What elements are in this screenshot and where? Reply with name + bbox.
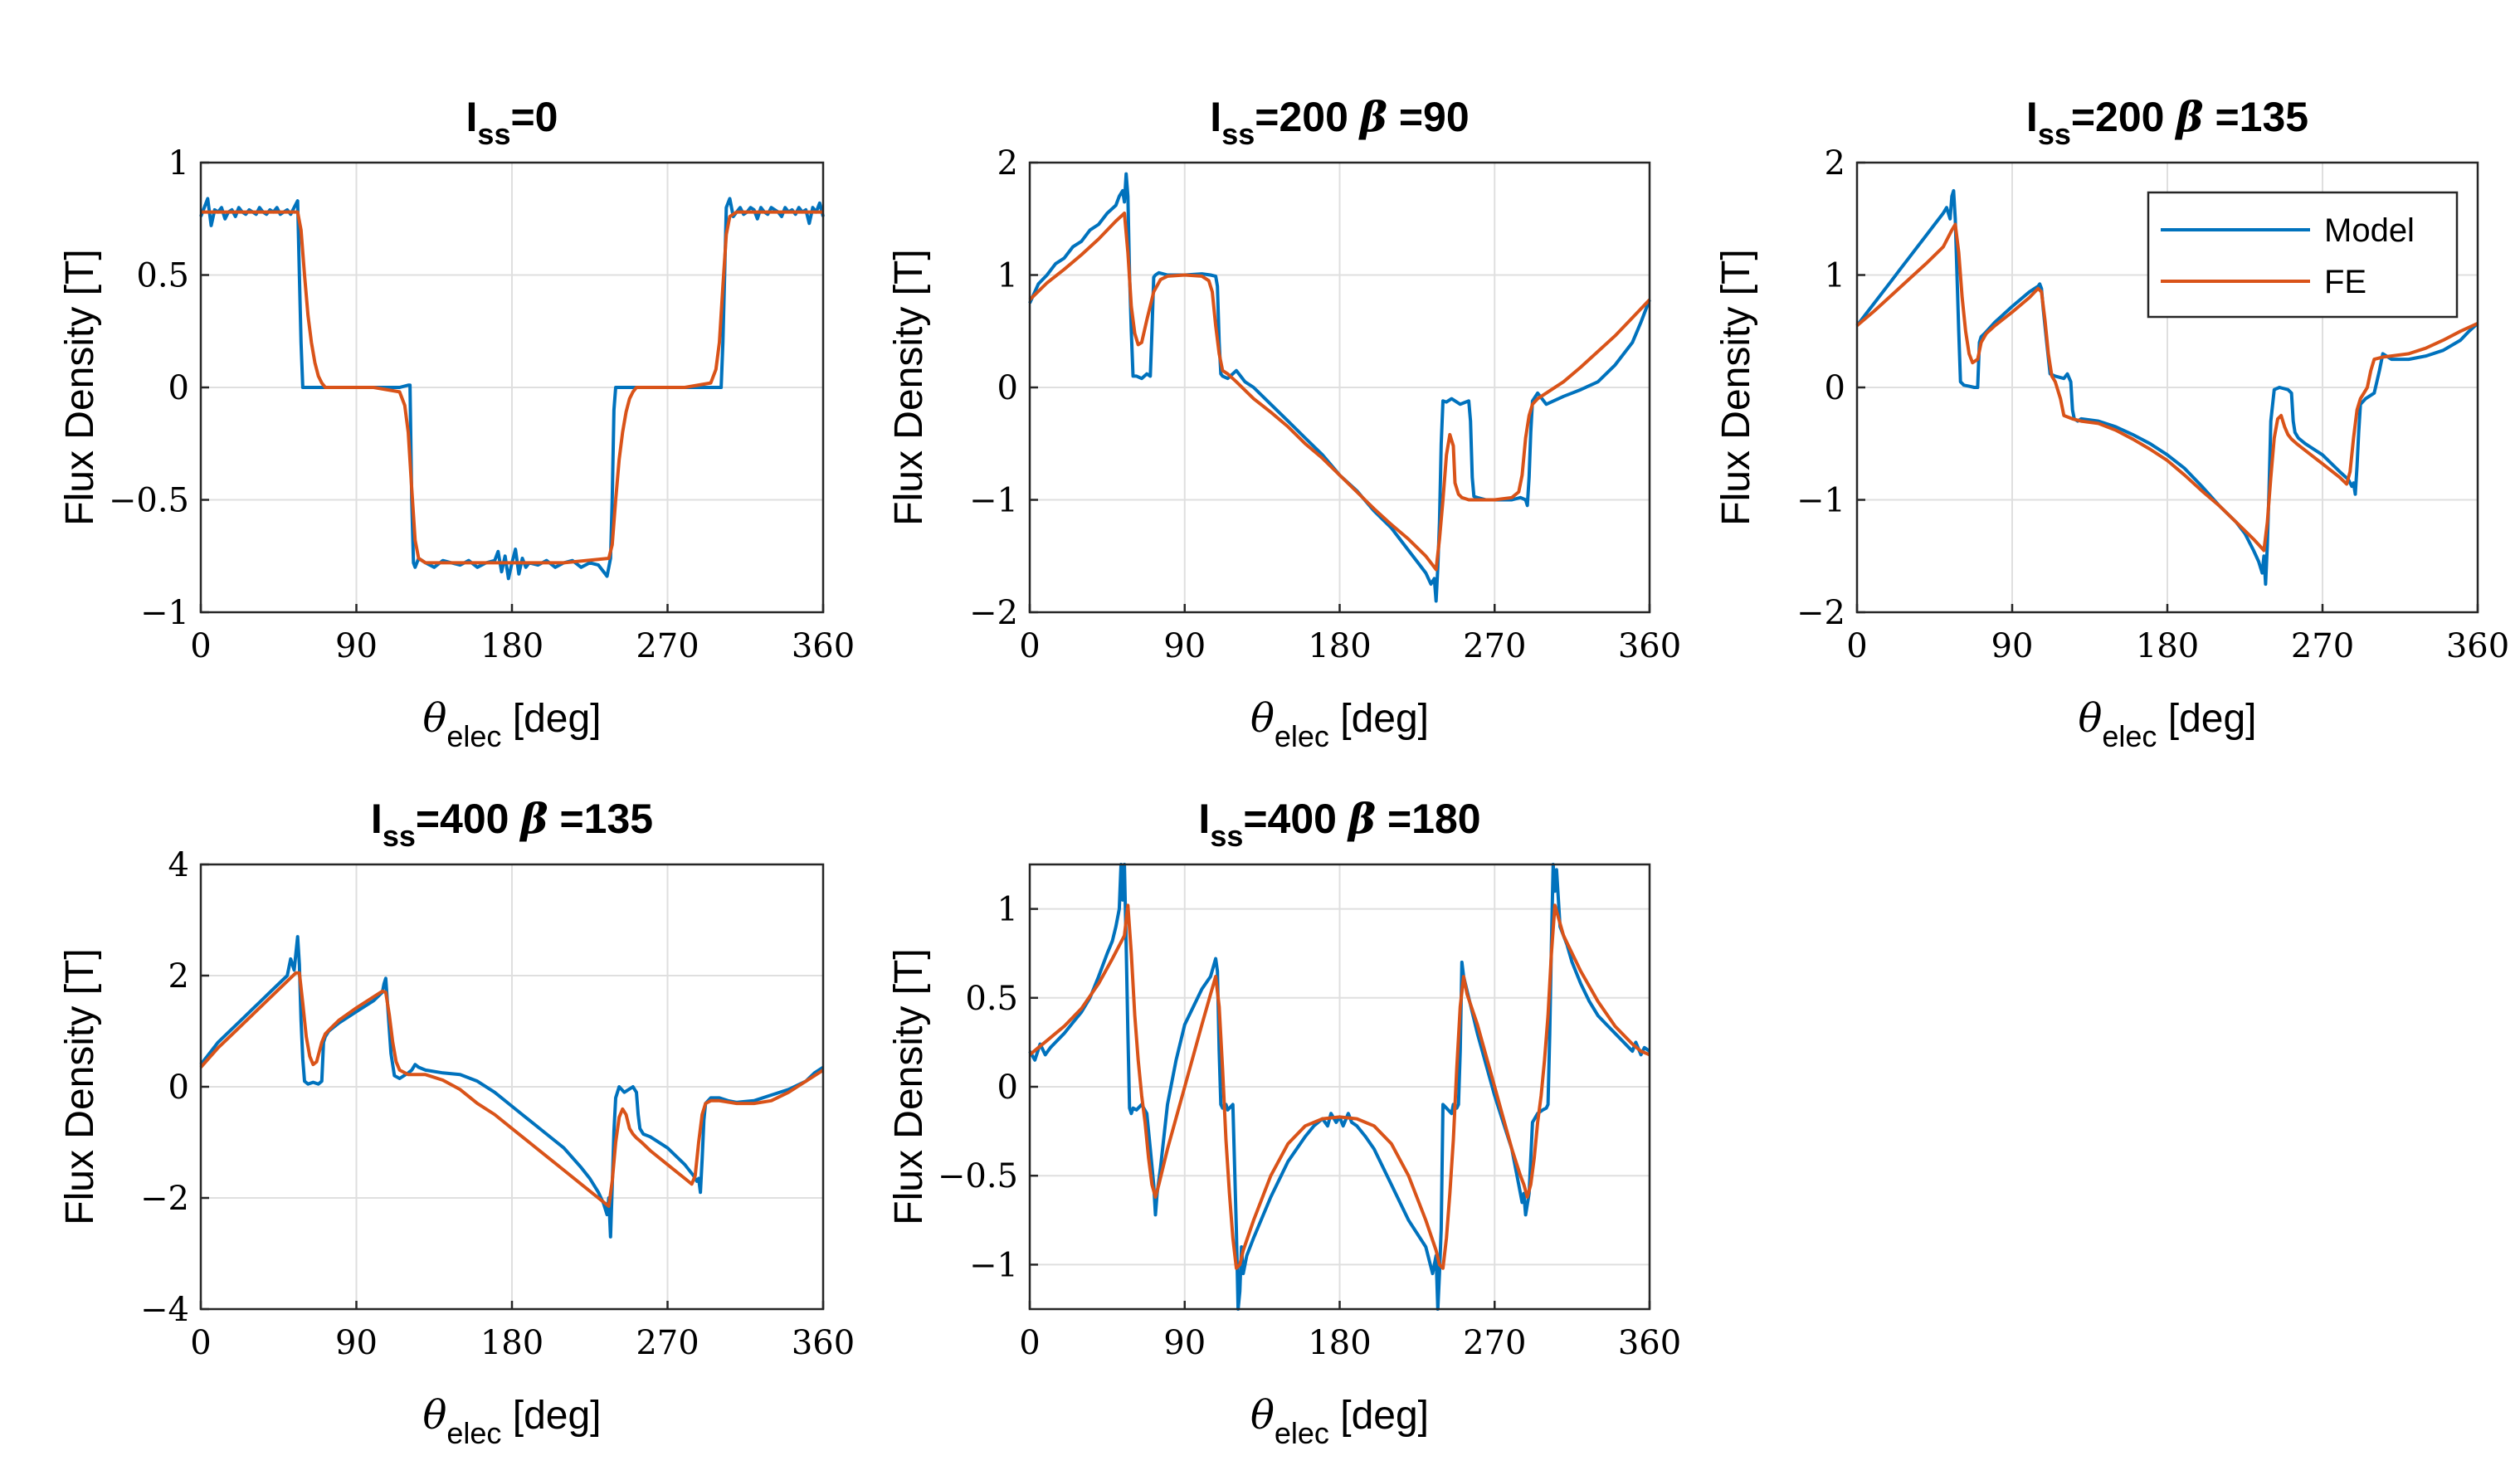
y-tick-label: −2 (969, 594, 1018, 632)
y-axis-label: Flux Density [T] (887, 948, 931, 1224)
y-tick-label: −2 (140, 1180, 189, 1218)
series-line-fe (1028, 212, 1651, 572)
x-tick-label: 180 (2136, 627, 2199, 665)
chart-title: Iss=200 β =135 (2026, 92, 2308, 151)
chart-title: Iss=0 (466, 94, 558, 151)
y-tick-label: −0.5 (938, 1157, 1018, 1195)
series-line-fe (199, 971, 825, 1208)
x-tick-label: 90 (335, 1324, 378, 1362)
y-tick-label: 0 (1825, 369, 1845, 407)
y-tick-label: 0.5 (965, 980, 1018, 1018)
y-tick-label: 1 (1825, 257, 1845, 295)
x-tick-label: 0 (1019, 1324, 1040, 1362)
y-axis-label: Flux Density [T] (1714, 249, 1758, 525)
series-line-model (199, 935, 825, 1239)
series-line-model (1855, 188, 2479, 587)
x-tick-label: 360 (792, 1324, 855, 1362)
x-axis-label: θelec [deg] (2078, 695, 2256, 753)
legend-label-fe: FE (2324, 264, 2366, 300)
legend: Model FE (2147, 191, 2459, 319)
y-tick-label: 0 (997, 369, 1018, 407)
legend-label-model: Model (2324, 212, 2415, 249)
y-tick-label: 1 (997, 257, 1018, 295)
y-tick-label: 2 (997, 144, 1018, 183)
x-axis-label: θelec [deg] (1250, 1392, 1429, 1450)
series-line-fe (1028, 903, 1650, 1270)
y-tick-label: 4 (168, 846, 189, 884)
x-axis-label: θelec [deg] (422, 1392, 601, 1450)
subplot-3: 0 90 180 270 360 −2 −1 0 1 2 Iss=200 β =135 θelec [… (1714, 92, 2509, 753)
x-tick-label: 0 (190, 1324, 211, 1362)
y-tick-label: −2 (1796, 594, 1845, 632)
y-tick-label: 0 (168, 1069, 189, 1107)
y-axis-label: Flux Density [T] (58, 249, 102, 525)
chart-title: Iss=400 β =135 (371, 794, 653, 853)
x-tick-label: 0 (190, 627, 211, 665)
x-tick-label: 270 (636, 627, 699, 665)
subplot-4: 0 90 180 270 360 −4 −2 0 2 4 Iss=400 β =135 θelec [… (58, 794, 855, 1450)
x-tick-label: 270 (1463, 627, 1526, 665)
x-tick-label: 180 (480, 1324, 543, 1362)
subplot-5: 0 90 180 270 360 −1 −0.5 0 0.5 1 Iss=400 β =180 θel… (887, 794, 1681, 1450)
x-tick-label: 0 (1019, 627, 1040, 665)
chart-title: Iss=400 β =180 (1198, 794, 1480, 853)
y-tick-label: 1 (997, 891, 1018, 929)
x-tick-label: 270 (1463, 1324, 1526, 1362)
subplot-1: 0 90 180 270 360 −1 −0.5 0 0.5 1 Iss=0 θelec [deg] F… (58, 94, 855, 753)
y-tick-label: 2 (168, 957, 189, 996)
series-line-model (1028, 172, 1651, 603)
y-tick-label: 0.5 (136, 257, 189, 295)
series-line-fe (201, 210, 823, 565)
x-tick-label: 90 (1991, 627, 2034, 665)
x-tick-label: 90 (1163, 627, 1206, 665)
x-tick-label: 90 (1163, 1324, 1206, 1362)
x-tick-label: 360 (1618, 1324, 1681, 1362)
x-tick-label: 270 (2291, 627, 2354, 665)
y-tick-label: −4 (140, 1291, 189, 1329)
legend-box (2147, 191, 2459, 319)
x-tick-label: 270 (636, 1324, 699, 1362)
x-tick-label: 180 (1308, 1324, 1371, 1362)
y-tick-label: −0.5 (109, 482, 189, 520)
x-axis-label: θelec [deg] (422, 695, 601, 753)
x-axis-label: θelec [deg] (1250, 695, 1429, 753)
x-tick-label: 180 (1308, 627, 1371, 665)
x-tick-label: 360 (792, 627, 855, 665)
y-axis-label: Flux Density [T] (887, 249, 931, 525)
y-tick-label: 2 (1825, 144, 1845, 183)
y-tick-label: −1 (140, 594, 189, 632)
subplot-2: 0 90 180 270 360 −2 −1 0 1 2 Iss=200 β =90 θelec [d… (887, 92, 1681, 753)
y-tick-label: 0 (997, 1069, 1018, 1107)
chart-title: Iss=200 β =90 (1210, 92, 1469, 151)
x-tick-label: 180 (480, 627, 543, 665)
y-tick-label: −1 (969, 1246, 1018, 1284)
y-axis-label: Flux Density [T] (58, 948, 102, 1224)
x-tick-label: 360 (2446, 627, 2509, 665)
y-tick-label: 1 (168, 144, 189, 183)
x-tick-label: 0 (1846, 627, 1867, 665)
series-line-fe (1855, 222, 2479, 553)
y-tick-label: 0 (168, 369, 189, 407)
x-tick-label: 90 (335, 627, 378, 665)
x-tick-label: 360 (1618, 627, 1681, 665)
y-tick-label: −1 (1796, 482, 1845, 520)
y-tick-label: −1 (969, 482, 1018, 520)
